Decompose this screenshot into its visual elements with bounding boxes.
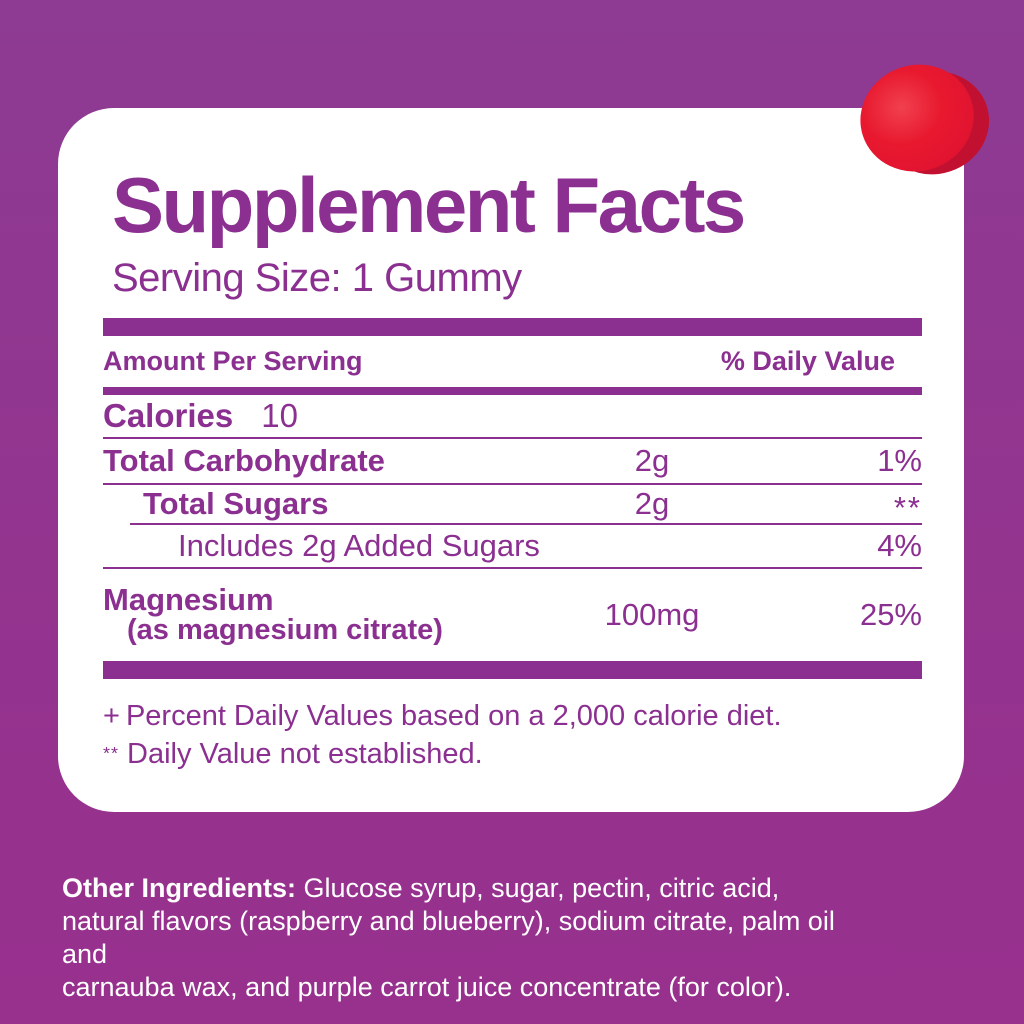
rule-after-carbohydrate (103, 483, 922, 485)
magnesium-sublabel: (as magnesium citrate) (127, 614, 443, 646)
footnote-not-established: ** Daily Value not established. (103, 735, 922, 776)
rule-after-added-sugars (103, 567, 922, 569)
other-ingredients-line1-rest: Glucose syrup, sugar, pectin, citric aci… (296, 873, 780, 903)
page-title: Supplement Facts (112, 161, 746, 249)
supplement-facts-card: Supplement Facts Serving Size: 1 Gummy A… (58, 108, 964, 812)
other-ingredients-line2: natural flavors (raspberry and blueberry… (62, 906, 835, 969)
other-ingredients-line1: Other Ingredients: Glucose syrup, sugar,… (62, 872, 842, 905)
row-magnesium: Magnesium (as magnesium citrate) 100mg 2… (103, 569, 922, 661)
rule-after-calories (103, 437, 922, 439)
other-ingredients: Other Ingredients: Glucose syrup, sugar,… (62, 872, 842, 1004)
serving-size-text: Serving Size: 1 Gummy (112, 256, 522, 300)
medium-rule-header (103, 387, 922, 395)
footnote-daily-values-text: Percent Daily Values based on a 2,000 ca… (125, 700, 782, 732)
table-header-row: Amount Per Serving % Daily Value (103, 336, 922, 387)
thick-rule-top (103, 318, 922, 336)
magnesium-amount: 100mg (604, 597, 700, 632)
thick-rule-bottom (103, 661, 922, 679)
facts-table: Amount Per Serving % Daily Value Calorie… (103, 318, 922, 776)
row-added-sugars: Includes 2g Added Sugars 4% (103, 525, 922, 567)
calories-value: 10 (261, 397, 298, 434)
row-total-carbohydrate: Total Carbohydrate 2g 1% (103, 439, 922, 483)
rule-after-sugars (130, 523, 922, 525)
total-carbohydrate-dv: 1% (877, 443, 922, 478)
plus-symbol: + (103, 700, 120, 732)
footnote-not-established-text: Daily Value not established. (127, 738, 483, 770)
footnotes: + Percent Daily Values based on a 2,000 … (103, 697, 922, 776)
total-sugars-dv: ** (893, 489, 922, 525)
other-ingredients-label: Other Ingredients: (62, 873, 297, 903)
footnote-daily-values: + Percent Daily Values based on a 2,000 … (103, 697, 922, 735)
total-carbohydrate-amount: 2g (634, 443, 670, 478)
other-ingredients-line3: carnauba wax, and purple carrot juice co… (62, 972, 792, 1002)
magnesium-label: Magnesium (103, 582, 274, 617)
red-gummy-icon (860, 64, 990, 175)
daily-value-header: % Daily Value (720, 346, 895, 376)
magnesium-dv: 25% (859, 597, 922, 632)
row-total-sugars: Total Sugars 2g ** (103, 485, 922, 525)
total-sugars-label: Total Sugars (143, 486, 329, 521)
added-sugars-label: Includes 2g Added Sugars (178, 528, 540, 563)
total-carbohydrate-label: Total Carbohydrate (103, 443, 385, 478)
added-sugars-dv: 4% (877, 528, 922, 563)
calories-label: Calories (103, 397, 234, 434)
double-asterisk-symbol: ** (103, 742, 119, 763)
total-sugars-amount: 2g (634, 486, 670, 521)
row-calories: Calories 10 (103, 395, 922, 437)
amount-per-serving-header: Amount Per Serving (103, 346, 363, 376)
